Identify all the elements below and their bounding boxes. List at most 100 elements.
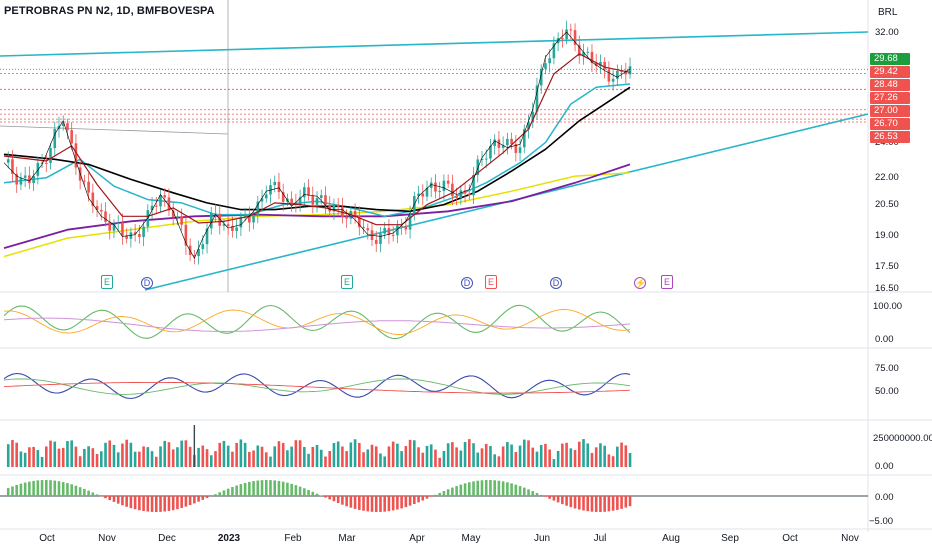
candle-down bbox=[167, 197, 171, 211]
candle-down bbox=[290, 198, 293, 203]
candle-up bbox=[539, 68, 543, 86]
macd-tick-minus5: −5.00 bbox=[869, 516, 894, 527]
earnings-event-icon[interactable]: E bbox=[341, 275, 353, 289]
volume-bar bbox=[556, 450, 560, 467]
candle-down bbox=[66, 123, 69, 131]
macd-histogram-bar bbox=[459, 484, 463, 496]
candle-down bbox=[87, 181, 90, 193]
volume-bar bbox=[201, 445, 205, 467]
volume-bar bbox=[36, 450, 40, 467]
candle-up bbox=[417, 193, 420, 197]
volume-bar bbox=[239, 439, 243, 467]
volume-bar bbox=[345, 451, 348, 467]
candle-up bbox=[222, 224, 226, 226]
macd-histogram-bar bbox=[87, 490, 90, 496]
candle-up bbox=[616, 71, 619, 79]
volume-bar bbox=[121, 443, 124, 467]
candle-down bbox=[451, 183, 454, 197]
candle-down bbox=[463, 190, 467, 194]
macd-histogram-bar bbox=[243, 482, 247, 496]
volume-bar bbox=[624, 445, 628, 467]
candle-up bbox=[476, 159, 480, 175]
currency-label[interactable]: BRL bbox=[878, 7, 898, 18]
volume-bar bbox=[468, 439, 471, 467]
macd-histogram-bar bbox=[421, 496, 425, 501]
candle-up bbox=[535, 85, 539, 112]
earnings-event-icon[interactable]: E bbox=[661, 275, 673, 289]
candle-down bbox=[70, 130, 73, 144]
macd-histogram-bar bbox=[61, 482, 65, 496]
macd-histogram-bar bbox=[239, 484, 243, 496]
volume-bar bbox=[188, 446, 192, 467]
macd-histogram-bar bbox=[353, 496, 357, 509]
candle-down bbox=[133, 232, 137, 235]
volume-bar bbox=[142, 446, 145, 467]
candle-up bbox=[36, 162, 40, 176]
candle-down bbox=[497, 139, 501, 148]
volume-bar bbox=[256, 445, 260, 467]
candle-down bbox=[590, 51, 594, 64]
macd-histogram-bar bbox=[531, 491, 535, 496]
candle-up bbox=[472, 174, 475, 196]
volume-bar bbox=[28, 447, 31, 467]
volume-bar bbox=[324, 456, 327, 467]
volume-bar bbox=[476, 452, 480, 467]
time-label-oct-2: Oct bbox=[782, 533, 798, 544]
candle-down bbox=[74, 143, 78, 168]
last-price-badge: 29.68 bbox=[870, 53, 910, 65]
macd-histogram-bar bbox=[57, 481, 61, 496]
dividend-event-icon[interactable]: D bbox=[550, 277, 562, 289]
volume-bar bbox=[112, 444, 116, 467]
macd-histogram-bar bbox=[539, 494, 543, 496]
level-badge: 26.70 bbox=[870, 118, 910, 130]
volume-bar bbox=[628, 453, 632, 467]
candle-up bbox=[264, 194, 268, 199]
macd-histogram-bar bbox=[594, 496, 598, 512]
candle-down bbox=[569, 29, 573, 31]
time-label-aug: Aug bbox=[662, 533, 680, 544]
time-label-may: May bbox=[461, 533, 481, 544]
volume-bar bbox=[421, 452, 425, 467]
macd-histogram-bar bbox=[573, 496, 577, 509]
macd-histogram-bar bbox=[577, 496, 581, 510]
candle-down bbox=[121, 222, 124, 236]
macd-histogram-bar bbox=[510, 483, 513, 496]
macd-histogram-bar bbox=[171, 496, 175, 511]
candle-up bbox=[23, 175, 27, 178]
level-badge: 26.53 bbox=[870, 131, 910, 143]
candle-up bbox=[459, 190, 463, 198]
macd-histogram-bar bbox=[28, 481, 31, 496]
volume-bar bbox=[518, 445, 522, 467]
volume-bar bbox=[176, 447, 179, 467]
volume-bar bbox=[484, 443, 488, 467]
candle-down bbox=[455, 196, 458, 198]
earnings-event-icon[interactable]: E bbox=[101, 275, 113, 289]
volume-bar bbox=[163, 440, 167, 467]
macd-histogram-bar bbox=[176, 496, 179, 510]
macd-histogram-bar bbox=[49, 480, 52, 496]
volume-bar bbox=[167, 442, 171, 467]
split-event-icon[interactable]: ⚡ bbox=[634, 277, 647, 289]
dividend-event-icon[interactable]: D bbox=[141, 277, 153, 289]
candle-down bbox=[125, 235, 128, 239]
macd-histogram-bar bbox=[248, 481, 251, 496]
volume-bar bbox=[294, 440, 298, 467]
candle-down bbox=[400, 225, 403, 227]
candle-up bbox=[256, 201, 260, 216]
volume-bar bbox=[184, 440, 188, 467]
volume-bar bbox=[387, 446, 391, 467]
volume-bar bbox=[535, 451, 539, 467]
dividend-event-icon[interactable]: D bbox=[461, 277, 473, 289]
volume-bar bbox=[319, 449, 323, 467]
macd-histogram-bar bbox=[74, 485, 78, 496]
candle-down bbox=[594, 63, 598, 66]
macd-histogram-bar bbox=[83, 488, 86, 496]
macd-histogram-bar bbox=[345, 496, 348, 507]
earnings-event-icon[interactable]: E bbox=[485, 275, 497, 289]
candle-up bbox=[19, 177, 23, 185]
volume-bar bbox=[260, 446, 264, 467]
macd-histogram-bar bbox=[472, 481, 475, 496]
macd-histogram-bar bbox=[256, 480, 260, 496]
symbol-title[interactable]: PETROBRAS PN N2, 1D, BMFBOVESPA bbox=[4, 5, 215, 17]
